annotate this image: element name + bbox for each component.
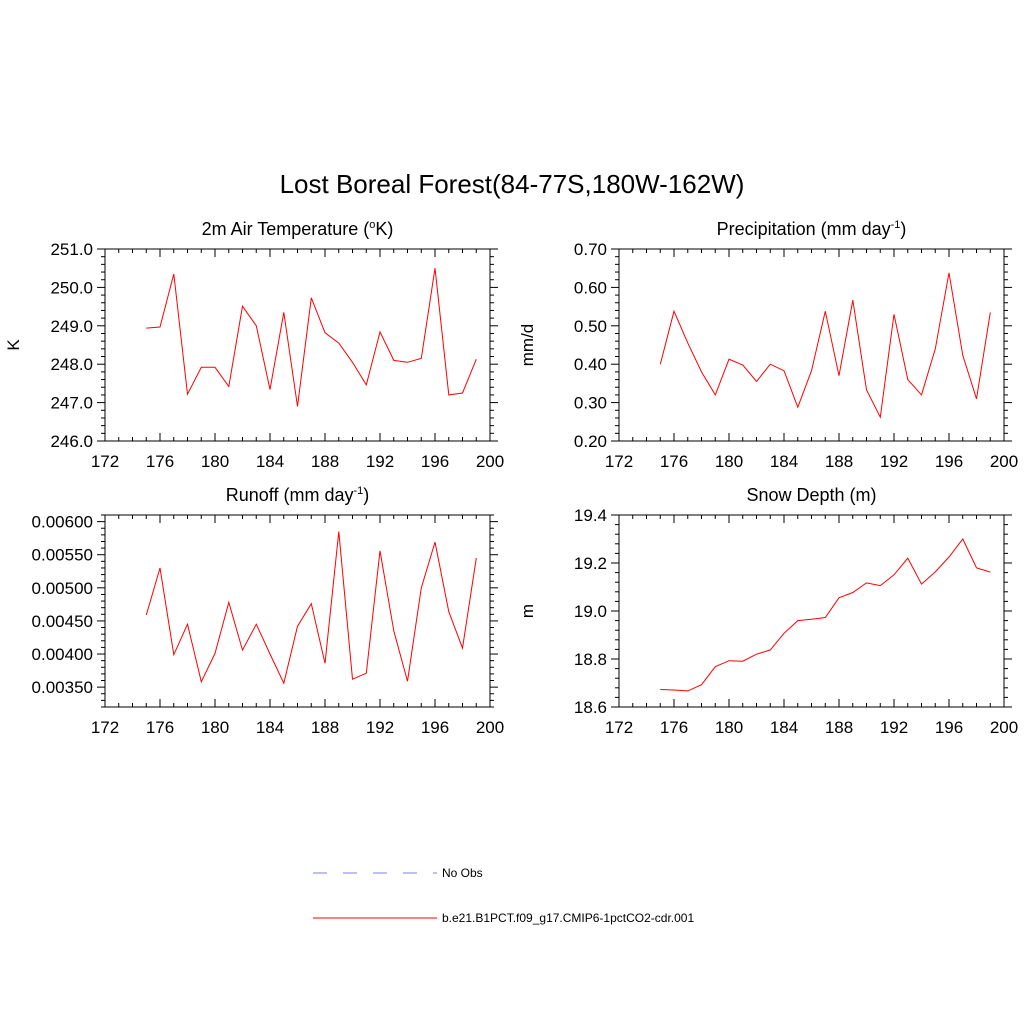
panel-title: Runoff (mm day-1) (226, 485, 370, 505)
plot-frame (104, 514, 491, 708)
x-tick-label: 200 (990, 718, 1018, 737)
x-tick-label: 176 (660, 718, 688, 737)
y-tick-label: 248.0 (50, 355, 93, 374)
x-tick-label: 172 (605, 718, 633, 737)
x-tick-label: 180 (715, 718, 743, 737)
x-tick-label: 188 (311, 718, 339, 737)
y-axis-label: m (518, 604, 537, 618)
series-line (660, 538, 991, 692)
x-tick-label: 200 (476, 452, 504, 471)
y-tick-label: 0.00400 (32, 645, 93, 664)
x-tick-label: 172 (605, 452, 633, 471)
y-tick-label: 19.4 (574, 506, 607, 525)
x-tick-label: 172 (91, 452, 119, 471)
x-tick-label: 192 (880, 718, 908, 737)
x-tick-label: 180 (201, 452, 229, 471)
panel-title: 2m Air Temperature (oK) (202, 219, 394, 239)
series-line (659, 272, 991, 419)
x-tick-label: 196 (421, 718, 449, 737)
x-tick-label: 188 (825, 718, 853, 737)
x-tick-label: 196 (421, 452, 449, 471)
y-tick-label: 0.00350 (32, 678, 93, 697)
y-tick-label: 0.20 (574, 432, 607, 451)
x-tick-label: 184 (770, 452, 798, 471)
plot-frame (618, 514, 1005, 708)
x-tick-label: 176 (660, 452, 688, 471)
x-tick-label: 176 (146, 718, 174, 737)
x-tick-label: 188 (311, 452, 339, 471)
y-tick-label: 0.00500 (32, 579, 93, 598)
y-axis-label: mm/d (518, 324, 537, 367)
x-tick-label: 180 (201, 718, 229, 737)
y-tick-label: 0.60 (574, 278, 607, 297)
legend-obs-label: No Obs (442, 866, 483, 880)
x-tick-label: 200 (990, 452, 1018, 471)
page-title: Lost Boreal Forest(84-77S,180W-162W) (280, 169, 745, 199)
x-tick-label: 192 (366, 718, 394, 737)
y-tick-label: 0.30 (574, 394, 607, 413)
plot-frame (104, 248, 491, 442)
x-tick-label: 188 (825, 452, 853, 471)
y-tick-label: 0.40 (574, 355, 607, 374)
y-tick-label: 0.00600 (32, 513, 93, 532)
y-tick-label: 0.00450 (32, 612, 93, 631)
y-tick-label: 18.8 (574, 650, 607, 669)
y-tick-label: 246.0 (50, 432, 93, 451)
panel-runoff: Runoff (mm day-1) 172 176 180 184 188 192 196 20… (32, 485, 505, 737)
x-tick-label: 172 (91, 718, 119, 737)
panel-precipitation: Precipitation (mm day-1) mm/d 172 176 180 184… (518, 219, 1018, 471)
x-tick-label: 192 (366, 452, 394, 471)
y-tick-label: 251.0 (50, 240, 93, 259)
y-tick-label: 247.0 (50, 394, 93, 413)
series-line (146, 268, 477, 407)
legend-model-label: b.e21.B1PCT.f09_g17.CMIP6-1pctCO2-cdr.00… (442, 911, 694, 925)
y-tick-label: 249.0 (50, 317, 93, 336)
plot-frame (618, 248, 1005, 442)
y-tick-label: 19.2 (574, 554, 607, 573)
x-tick-label: 184 (256, 718, 284, 737)
y-tick-label: 19.0 (574, 602, 607, 621)
series-line (145, 531, 477, 685)
x-tick-label: 196 (935, 718, 963, 737)
panel-snow-depth: Snow Depth (m) m 172 176 180 184 188 192 196 200 1… (518, 485, 1018, 737)
panel-title: Snow Depth (m) (746, 485, 876, 505)
y-tick-label: 18.6 (574, 698, 607, 717)
x-tick-label: 184 (256, 452, 284, 471)
y-tick-label: 250.0 (50, 278, 93, 297)
legend: No Obs b.e21.B1PCT.f09_g17.CMIP6-1pctCO2… (313, 866, 694, 925)
y-tick-label: 0.50 (574, 317, 607, 336)
y-tick-label: 0.70 (574, 240, 607, 259)
x-tick-label: 200 (476, 718, 504, 737)
x-tick-label: 176 (146, 452, 174, 471)
panel-air-temperature: 2m Air Temperature (oK) K 172 176 180 184 188 1… (4, 219, 504, 471)
x-tick-label: 196 (935, 452, 963, 471)
y-axis-label: K (4, 339, 23, 351)
x-tick-label: 192 (880, 452, 908, 471)
panel-title: Precipitation (mm day-1) (717, 219, 907, 239)
x-tick-label: 184 (770, 718, 798, 737)
y-tick-label: 0.00550 (32, 546, 93, 565)
x-tick-label: 180 (715, 452, 743, 471)
